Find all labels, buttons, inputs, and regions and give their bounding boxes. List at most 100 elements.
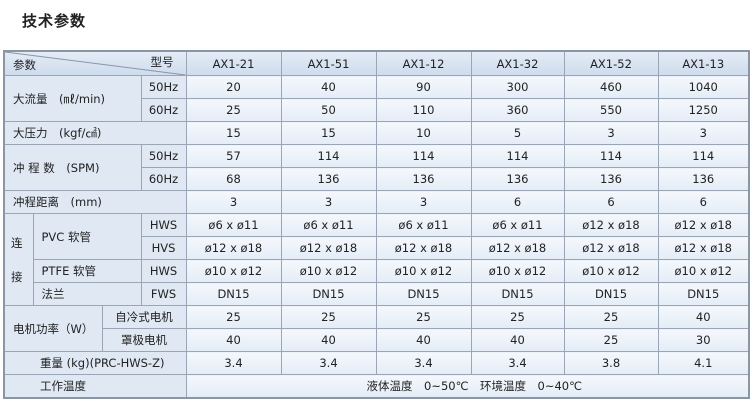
value-cell: 136 (280, 167, 377, 191)
stroke-label: 冲程距离 (mm) (3, 190, 187, 214)
weight-label: 重量 (kg)(PRC-HWS-Z) (3, 351, 187, 375)
value-cell: 57 (185, 144, 282, 168)
value-cell: 6 (563, 190, 659, 214)
frequency-label: 60Hz (140, 167, 187, 191)
value-cell: 3.4 (280, 351, 377, 375)
value-cell: 136 (375, 167, 472, 191)
model-header: AX1-13 (657, 50, 750, 76)
value-cell: ø12 x ø18 (563, 213, 659, 237)
frequency-label: 60Hz (140, 98, 187, 122)
value-cell: ø12 x ø18 (375, 236, 472, 260)
value-cell: 40 (185, 328, 282, 352)
value-cell: 360 (470, 98, 565, 122)
value-cell: ø6 x ø11 (375, 213, 472, 237)
connection-type: HVS (140, 236, 187, 260)
flange-label: 法兰 (32, 282, 142, 306)
value-cell: ø10 x ø12 (280, 259, 377, 283)
value-cell: 15 (280, 121, 377, 145)
value-cell: 25 (185, 98, 282, 122)
ptfe-hose-label: PTFE 软管 (32, 259, 142, 283)
pressure-label: 大压力 (kgf/㎠) (3, 121, 187, 145)
model-label: 型号 (150, 55, 174, 69)
value-cell: 25 (375, 305, 472, 329)
value-cell: DN15 (563, 282, 659, 306)
value-cell: 3 (657, 121, 750, 145)
value-cell: 550 (563, 98, 659, 122)
value-cell: 25 (470, 305, 565, 329)
value-cell: ø10 x ø12 (470, 259, 565, 283)
spec-table: 参数 型号 AX1-21 AX1-51 AX1-12 AX1-32 AX1-52 AX1-13… (3, 50, 750, 399)
value-cell: ø10 x ø12 (375, 259, 472, 283)
flow-row: 大流量 (㎖/min) 50Hz 20 40 90 300 460 1040 (3, 75, 750, 122)
connection-type: HWS (140, 259, 187, 283)
value-cell: 114 (657, 144, 750, 168)
value-cell: 20 (185, 75, 282, 99)
value-cell: 25 (563, 305, 659, 329)
page-title: 技术参数 (22, 12, 87, 30)
value-cell: DN15 (375, 282, 472, 306)
value-cell: ø6 x ø11 (470, 213, 565, 237)
value-cell: ø10 x ø12 (563, 259, 659, 283)
value-cell: DN15 (657, 282, 750, 306)
model-header: AX1-52 (563, 50, 659, 76)
value-cell: 110 (375, 98, 472, 122)
temperature-row: 工作温度 液体温度 0~50℃ 环境温度 0~40℃ (3, 374, 750, 399)
value-cell: 90 (375, 75, 472, 99)
value-cell: 3.8 (563, 351, 659, 375)
value-cell: 68 (185, 167, 282, 191)
value-cell: ø12 x ø18 (657, 213, 750, 237)
value-cell: ø12 x ø18 (280, 236, 377, 260)
model-header: AX1-32 (470, 50, 565, 76)
stroke-row: 冲程距离 (mm) 3 3 3 6 6 6 (3, 190, 750, 214)
value-cell: 3 (185, 190, 282, 214)
value-cell: 460 (563, 75, 659, 99)
value-cell: ø6 x ø11 (185, 213, 282, 237)
value-cell: 3.4 (470, 351, 565, 375)
pvc-hose-label: PVC 软管 (32, 213, 142, 260)
value-cell: 136 (657, 167, 750, 191)
value-cell: 136 (563, 167, 659, 191)
value-cell: 114 (280, 144, 377, 168)
motor-type: 自冷式电机 (101, 305, 187, 329)
connection-type: HWS (140, 213, 187, 237)
value-cell: 3 (280, 190, 377, 214)
connection-row: PTFE 软管 HWS ø10 x ø12 ø10 x ø12 ø10 x ø12 ø10… (4, 259, 750, 283)
connection-type: FWS (140, 282, 187, 306)
value-cell: 40 (375, 328, 472, 352)
pressure-row: 大压力 (kgf/㎠) 15 15 10 5 3 3 (3, 121, 750, 145)
diagonal-line (5, 52, 186, 75)
value-cell: 4.1 (657, 351, 750, 375)
value-cell: ø12 x ø18 (563, 236, 659, 260)
value-cell: 25 (280, 305, 377, 329)
value-cell: 6 (657, 190, 750, 214)
param-label: 参数 (13, 58, 36, 72)
value-cell: 114 (563, 144, 659, 168)
value-cell: 5 (470, 121, 565, 145)
value-cell: DN15 (185, 282, 282, 306)
connection-row: HVS ø12 x ø18 ø12 x ø18 ø12 x ø18 ø12 x ø18 ø… (4, 236, 750, 260)
header-row: 参数 型号 AX1-21 AX1-51 AX1-12 AX1-32 AX1-52 AX1-13 (3, 50, 750, 76)
value-cell: 25 (563, 328, 659, 352)
value-cell: 50 (280, 98, 377, 122)
value-cell: 136 (470, 167, 565, 191)
value-cell: ø6 x ø11 (280, 213, 377, 237)
model-header: AX1-21 (185, 50, 282, 76)
connection-row: 连接 PVC 软管 HWS ø6 x ø11 ø6 x ø11 ø6 x ø11 ø6 x … (3, 213, 750, 306)
value-cell: 40 (280, 75, 377, 99)
frequency-label: 50Hz (140, 75, 187, 99)
value-cell: ø10 x ø12 (185, 259, 282, 283)
value-cell: 3.4 (185, 351, 282, 375)
temperature-label: 工作温度 (3, 374, 187, 399)
value-cell: 25 (185, 305, 282, 329)
value-cell: DN15 (280, 282, 377, 306)
value-cell: 40 (470, 328, 565, 352)
value-cell: 1250 (657, 98, 750, 122)
value-cell: 300 (470, 75, 565, 99)
value-cell: ø12 x ø18 (185, 236, 282, 260)
connection-row: 法兰 FWS DN15 DN15 DN15 DN15 DN15 DN15 (4, 282, 750, 306)
flow-row: 60Hz 25 50 110 360 550 1250 (4, 98, 750, 122)
value-cell: 30 (657, 328, 750, 352)
motor-row: 电机功率（W） 自冷式电机 25 25 25 25 25 40 (3, 305, 750, 352)
motor-row: 罩极电机 40 40 40 40 25 30 (4, 328, 750, 352)
value-cell: DN15 (470, 282, 565, 306)
